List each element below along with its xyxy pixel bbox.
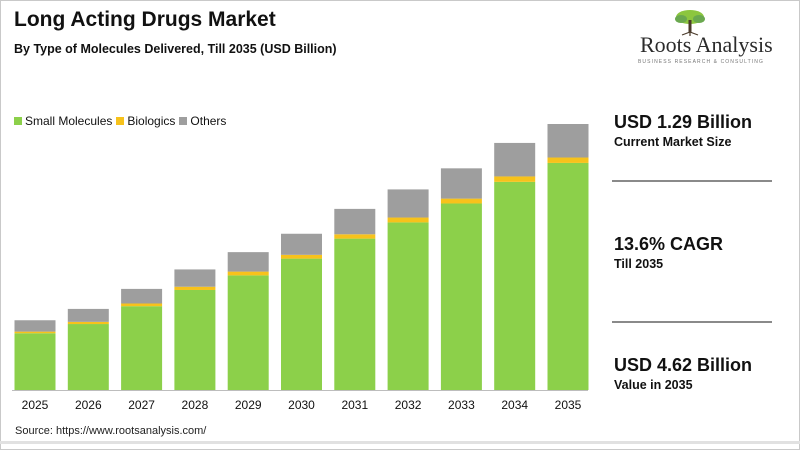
bar-segment-small-molecules-2035 <box>547 162 589 390</box>
bar-segment-others-2032 <box>387 189 429 218</box>
kpi-divider <box>612 180 772 182</box>
bar-segment-biologics-2028 <box>174 286 216 290</box>
x-tick-label: 2029 <box>235 398 262 412</box>
tree-logo-icon <box>675 10 705 36</box>
x-tick-label: 2030 <box>288 398 315 412</box>
bar-segment-others-2025 <box>14 320 56 332</box>
logo-wordmark: Roots Analysis <box>640 32 773 57</box>
bar-segment-others-2028 <box>174 269 216 287</box>
x-tick-label: 2033 <box>448 398 475 412</box>
legend-item-biologics: Biologics <box>116 114 175 128</box>
bar-segment-small-molecules-2031 <box>334 238 376 390</box>
bar-segment-biologics-2031 <box>334 234 376 239</box>
bar-segment-small-molecules-2032 <box>387 222 429 390</box>
kpi-divider <box>612 321 772 323</box>
x-tick-label: 2026 <box>75 398 102 412</box>
legend-swatch-others <box>179 117 188 125</box>
bar-segment-biologics-2035 <box>547 157 589 163</box>
bar-segment-biologics-2026 <box>67 321 109 325</box>
x-tick-label: 2027 <box>128 398 155 412</box>
bar-segment-small-molecules-2025 <box>14 333 56 390</box>
x-tick-label: 2025 <box>22 398 49 412</box>
chart-title: Long Acting Drugs Market <box>14 8 276 31</box>
bar-segment-small-molecules-2034 <box>494 181 536 390</box>
legend-swatch-small-molecules <box>14 117 22 125</box>
x-tick-label: 2035 <box>555 398 582 412</box>
kpi-cagr-label: Till 2035 <box>614 257 664 271</box>
kpi-current-market-value: USD 1.29 Billion <box>614 112 753 132</box>
logo-tagline: BUSINESS RESEARCH & CONSULTING <box>638 59 764 65</box>
kpi-2035-value-amount: USD 4.62 Billion <box>614 355 753 375</box>
bottom-rule <box>0 441 800 444</box>
bar-segment-biologics-2030 <box>281 254 322 259</box>
bar-segment-others-2034 <box>494 142 536 177</box>
bar-segment-small-molecules-2026 <box>67 324 109 390</box>
legend-label-small-molecules: Small Molecules <box>25 114 113 128</box>
bar-segment-small-molecules-2030 <box>281 258 322 390</box>
chart-legend: Small Molecules Biologics Others <box>14 114 230 128</box>
kpi-cagr-value: 13.6% CAGR <box>614 234 724 254</box>
bar-segment-biologics-2034 <box>494 176 536 182</box>
stacked-bar-chart: 2025 2026 2027 2028 2029 2030 2031 2032 2033 2034… <box>12 124 589 412</box>
bar-segment-biologics-2032 <box>387 217 429 223</box>
bar-segment-others-2031 <box>334 208 376 235</box>
bar-segment-others-2027 <box>121 288 163 304</box>
kpi-2035-value-label: Value in 2035 <box>614 378 693 392</box>
kpi-current-market-label: Current Market Size <box>614 135 732 149</box>
bar-segment-others-2035 <box>547 124 589 158</box>
bar-segment-small-molecules-2029 <box>227 275 269 390</box>
x-tick-label: 2031 <box>341 398 368 412</box>
bar-segment-biologics-2025 <box>14 331 56 334</box>
bar-segment-others-2030 <box>281 233 322 255</box>
legend-item-others: Others <box>179 114 226 128</box>
legend-item-small-molecules: Small Molecules <box>14 114 112 128</box>
bar-segment-small-molecules-2033 <box>440 203 482 390</box>
legend-swatch-biologics <box>116 117 125 125</box>
source-note: Source: https://www.rootsanalysis.com/ <box>15 425 207 437</box>
bar-segment-small-molecules-2028 <box>174 289 216 390</box>
bar-segment-biologics-2027 <box>121 303 163 307</box>
x-tick-label: 2032 <box>395 398 422 412</box>
bar-segment-others-2033 <box>440 168 482 199</box>
bar-segment-biologics-2029 <box>227 271 269 276</box>
bar-segment-small-molecules-2027 <box>121 306 163 390</box>
legend-label-others: Others <box>190 114 227 128</box>
legend-label-biologics: Biologics <box>127 114 176 128</box>
bar-segment-others-2026 <box>67 308 109 322</box>
kpi-2035-value: USD 4.62 Billion Value in 2035 <box>614 355 752 392</box>
kpi-current-market: USD 1.29 Billion Current Market Size <box>614 112 752 149</box>
x-tick-label: 2034 <box>501 398 528 412</box>
bar-segment-biologics-2033 <box>440 198 482 204</box>
chart-subtitle: By Type of Molecules Delivered, Till 203… <box>14 42 337 56</box>
x-tick-label: 2028 <box>182 398 209 412</box>
brand-logo: Roots Analysis BUSINESS RESEARCH & CONSU… <box>634 8 784 68</box>
kpi-cagr: 13.6% CAGR Till 2035 <box>614 234 723 271</box>
bar-segment-others-2029 <box>227 252 269 272</box>
